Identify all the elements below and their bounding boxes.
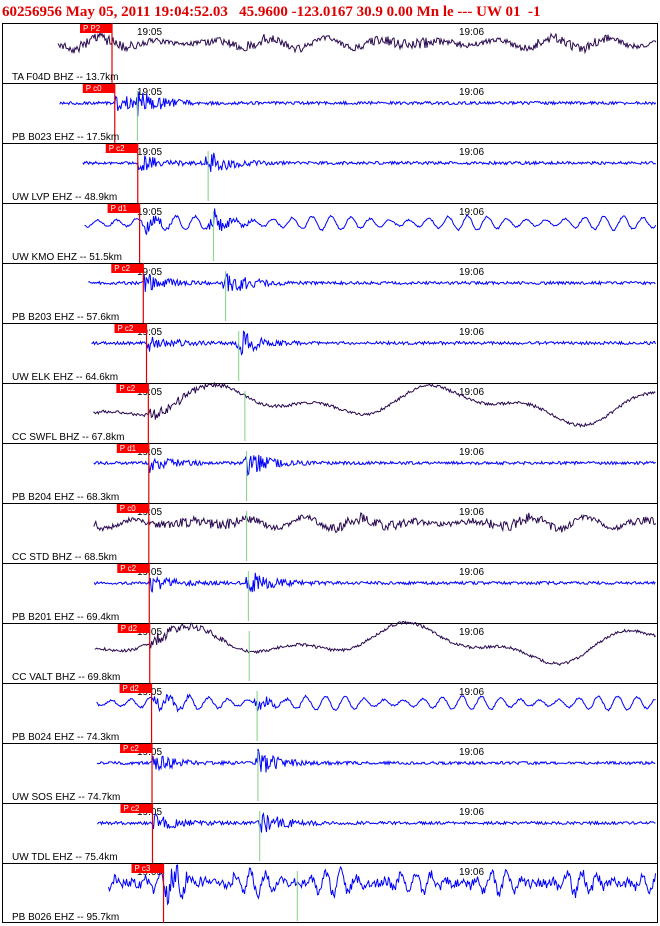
station-label: UW SOS EHZ -- 74.7km bbox=[12, 792, 120, 803]
waveform-trace bbox=[93, 382, 656, 428]
waveform-trace bbox=[91, 330, 656, 356]
time-tick-label: 19:06 bbox=[459, 867, 484, 878]
waveform-trace bbox=[96, 693, 656, 713]
waveform-trace bbox=[59, 91, 657, 117]
event-header: 60256956 May 05, 2011 19:04:52.03 45.960… bbox=[2, 2, 540, 22]
waveform-trace bbox=[108, 864, 657, 906]
waveform-trace bbox=[88, 273, 656, 292]
p-pick-label: P d2 bbox=[121, 624, 138, 633]
event-type: le bbox=[442, 4, 454, 20]
p-pick-label: P d1 bbox=[120, 444, 137, 453]
time-tick-label: 19:05 bbox=[137, 27, 162, 38]
p-pick-box[interactable] bbox=[119, 684, 152, 693]
waveform-trace bbox=[93, 572, 656, 593]
time-tick-label: 19:06 bbox=[459, 567, 484, 578]
p-pick-label: P c2 bbox=[123, 804, 139, 813]
event-dashes: --- bbox=[457, 4, 473, 20]
waveform-trace bbox=[57, 30, 657, 55]
p-pick-label: P d1 bbox=[111, 204, 128, 213]
p-pick-box[interactable] bbox=[82, 84, 115, 93]
time-tick-label: 19:06 bbox=[459, 267, 484, 278]
time-tick-label: 19:06 bbox=[459, 447, 484, 458]
p-pick-label: P c2 bbox=[123, 744, 139, 753]
event-latitude: 45.9600 bbox=[239, 4, 288, 20]
station-label: PB B204 EHZ -- 68.3km bbox=[12, 492, 119, 503]
p-pick-box[interactable] bbox=[120, 804, 153, 813]
p-pick-box[interactable] bbox=[80, 24, 112, 33]
station-label: UW LVP EHZ -- 48.9km bbox=[12, 192, 117, 203]
time-tick-label: 19:06 bbox=[459, 327, 484, 338]
time-tick-label: 19:06 bbox=[459, 147, 484, 158]
p-pick-label: P c2 bbox=[119, 384, 135, 393]
time-tick-label: 19:06 bbox=[459, 807, 484, 818]
waveform-trace bbox=[93, 512, 657, 534]
p-pick-label: P c2 bbox=[109, 144, 125, 153]
p-pick-label: P d2 bbox=[123, 684, 140, 693]
station-label: PB B201 EHZ -- 69.4km bbox=[12, 612, 119, 623]
station-label: CC VALT BHZ -- 69.8km bbox=[12, 672, 120, 683]
event-datetime: May 05, 2011 19:04:52.03 bbox=[65, 4, 228, 20]
station-label: PB B203 EHZ -- 57.6km bbox=[12, 312, 119, 323]
time-tick-label: 19:05 bbox=[137, 387, 162, 398]
time-tick-label: 19:06 bbox=[459, 387, 484, 398]
waveform-trace bbox=[82, 152, 656, 172]
panel-border bbox=[2, 23, 658, 923]
p-pick-box[interactable] bbox=[117, 564, 150, 573]
station-label: UW KMO EHZ -- 51.5km bbox=[12, 252, 122, 263]
p-pick-label: P c3 bbox=[135, 864, 151, 873]
p-pick-label: P c2 bbox=[120, 564, 136, 573]
p-pick-box[interactable] bbox=[120, 744, 153, 753]
p-pick-label: P c2 bbox=[114, 264, 130, 273]
p-pick-box[interactable] bbox=[116, 384, 149, 393]
time-tick-label: 19:05 bbox=[137, 327, 162, 338]
station-label: PB B024 EHZ -- 74.3km bbox=[12, 732, 119, 743]
p-pick-box[interactable] bbox=[116, 444, 149, 453]
event-longitude: -123.0167 bbox=[291, 4, 353, 20]
waveform-trace bbox=[97, 812, 656, 833]
p-pick-box[interactable] bbox=[105, 144, 138, 153]
p-pick-box[interactable] bbox=[107, 204, 140, 213]
station-label: UW ELK EHZ -- 64.6km bbox=[12, 372, 118, 383]
time-tick-label: 19:05 bbox=[137, 507, 162, 518]
event-magnitude: 0.00 bbox=[386, 4, 413, 20]
station-label: CC SWFL BHZ -- 67.8km bbox=[12, 432, 124, 443]
event-depth: 30.9 bbox=[356, 4, 383, 20]
event-extra: -1 bbox=[527, 4, 541, 20]
station-label: PB B023 EHZ -- 17.5km bbox=[12, 132, 119, 143]
waveform-trace bbox=[84, 208, 657, 235]
time-tick-label: 19:06 bbox=[459, 747, 484, 758]
station-label: PB B026 EHZ -- 95.7km bbox=[12, 912, 119, 923]
time-tick-label: 19:06 bbox=[459, 507, 484, 518]
p-pick-box[interactable] bbox=[111, 264, 144, 273]
p-pick-label: P c2 bbox=[118, 324, 134, 333]
p-pick-box[interactable] bbox=[131, 864, 164, 873]
event-version: 01 bbox=[505, 4, 521, 20]
event-mag-type: Mn bbox=[416, 4, 440, 20]
station-label: TA F04D BHZ -- 13.7km bbox=[12, 72, 119, 83]
time-tick-label: 19:06 bbox=[459, 627, 484, 638]
p-pick-box[interactable] bbox=[114, 324, 147, 333]
station-label: CC STD BHZ -- 68.5km bbox=[12, 552, 117, 563]
time-tick-label: 19:05 bbox=[137, 147, 162, 158]
p-pick-label: P c0 bbox=[120, 504, 136, 513]
p-pick-label: P c0 bbox=[86, 84, 102, 93]
p-pick-box[interactable] bbox=[116, 504, 149, 513]
time-tick-label: 19:06 bbox=[459, 27, 484, 38]
time-tick-label: 19:05 bbox=[137, 207, 162, 218]
waveform-trace bbox=[93, 454, 656, 477]
time-tick-label: 19:05 bbox=[137, 267, 162, 278]
p-pick-box[interactable] bbox=[117, 624, 150, 633]
time-tick-label: 19:06 bbox=[459, 87, 484, 98]
p-pick-label: P P2 bbox=[83, 24, 101, 33]
event-network: UW bbox=[476, 4, 502, 20]
time-tick-label: 19:05 bbox=[137, 87, 162, 98]
time-tick-label: 19:05 bbox=[137, 447, 162, 458]
waveform-trace bbox=[96, 748, 656, 773]
time-tick-label: 19:06 bbox=[459, 207, 484, 218]
station-label: UW TDL EHZ -- 75.4km bbox=[12, 852, 118, 863]
event-id: 60256956 bbox=[2, 4, 62, 20]
time-tick-label: 19:06 bbox=[459, 687, 484, 698]
waveform-trace bbox=[94, 620, 657, 667]
